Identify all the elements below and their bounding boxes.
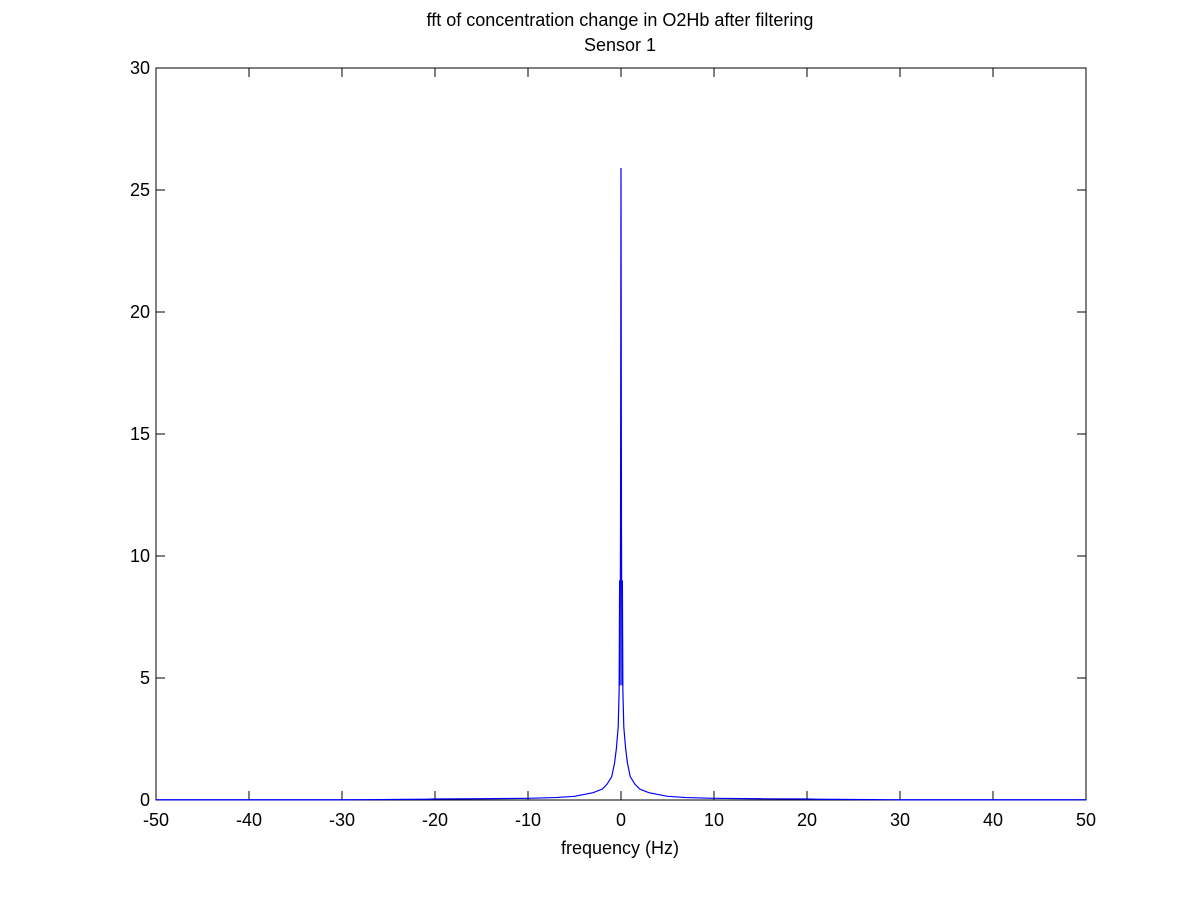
chart-title: fft of concentration change in O2Hb afte… bbox=[427, 10, 814, 30]
y-tick-label: 0 bbox=[140, 790, 150, 810]
x-tick-label: -30 bbox=[329, 810, 355, 830]
x-tick-label: 50 bbox=[1076, 810, 1096, 830]
y-tick-label: 25 bbox=[130, 180, 150, 200]
y-tick-label: 30 bbox=[130, 58, 150, 78]
y-tick-label: 20 bbox=[130, 302, 150, 322]
plot-area: -50 -40 -30 -20 -10 0 10 20 30 40 50 0 5 10 15 20 25 30 bbox=[130, 58, 1096, 830]
x-tick-label: -10 bbox=[515, 810, 541, 830]
x-tick-label: -50 bbox=[143, 810, 169, 830]
series-line bbox=[156, 168, 1086, 801]
x-tick-label: 30 bbox=[890, 810, 910, 830]
x-tick-label: 0 bbox=[616, 810, 626, 830]
x-tick-label: -20 bbox=[422, 810, 448, 830]
x-axis-label: frequency (Hz) bbox=[561, 838, 679, 858]
chart-subtitle: Sensor 1 bbox=[584, 35, 656, 55]
x-tick-label: 10 bbox=[704, 810, 724, 830]
y-tick-label: 5 bbox=[140, 668, 150, 688]
x-tick-label: 20 bbox=[797, 810, 817, 830]
x-tick-label: -40 bbox=[236, 810, 262, 830]
x-tick-label: 40 bbox=[983, 810, 1003, 830]
y-tick-label: 10 bbox=[130, 546, 150, 566]
y-tick-label: 15 bbox=[130, 424, 150, 444]
